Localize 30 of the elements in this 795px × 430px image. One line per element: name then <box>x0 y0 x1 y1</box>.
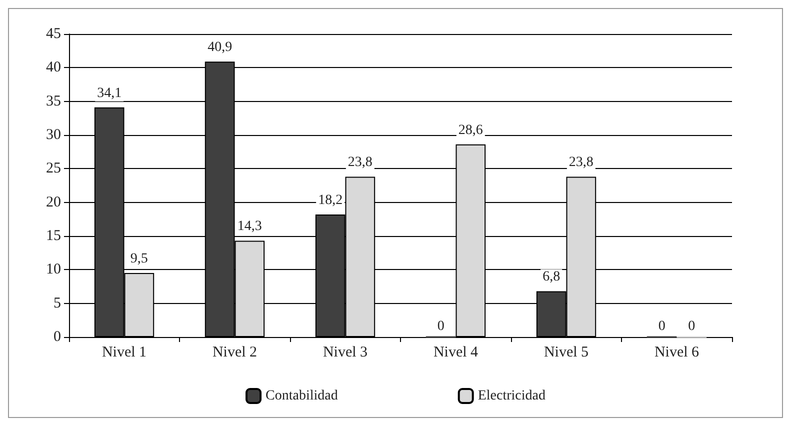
data-label: 18,2 <box>318 192 343 208</box>
y-tick-label: 0 <box>54 329 61 345</box>
data-label: 28,6 <box>458 122 483 138</box>
legend-label: Electricidad <box>478 388 546 404</box>
data-label: 23,8 <box>348 155 372 170</box>
data-label: 0 <box>658 318 666 334</box>
data-label: 14,3 <box>237 219 262 234</box>
data-label: 0 <box>688 318 696 334</box>
data-label: 34,1 <box>97 86 122 101</box>
data-label: 0 <box>437 318 444 334</box>
x-tick-label: Nivel 1 <box>102 344 147 360</box>
x-tick-label: Nivel 2 <box>212 344 258 360</box>
y-tick-label: 25 <box>46 160 61 177</box>
y-tick-label: 15 <box>46 228 61 244</box>
y-tick-label: 35 <box>46 93 61 110</box>
y-tick-label: 40 <box>46 60 61 76</box>
y-tick-label: 20 <box>46 194 61 210</box>
y-tick-label: 10 <box>46 262 61 278</box>
data-label: 23,8 <box>568 155 594 170</box>
y-tick-label: 45 <box>46 26 61 42</box>
y-tick-label: 30 <box>46 127 61 143</box>
x-tick-label: Nivel 4 <box>433 344 479 360</box>
y-tick-label: 5 <box>54 295 61 312</box>
x-tick-label: Nivel 5 <box>544 344 589 360</box>
data-label: 9,5 <box>130 252 148 267</box>
legend-label: Contabilidad <box>266 388 338 404</box>
x-tick-label: Nivel 6 <box>654 344 700 360</box>
data-label: 40,9 <box>208 40 232 56</box>
data-label: 6,8 <box>542 270 560 285</box>
x-tick-label: Nivel 3 <box>322 344 368 360</box>
